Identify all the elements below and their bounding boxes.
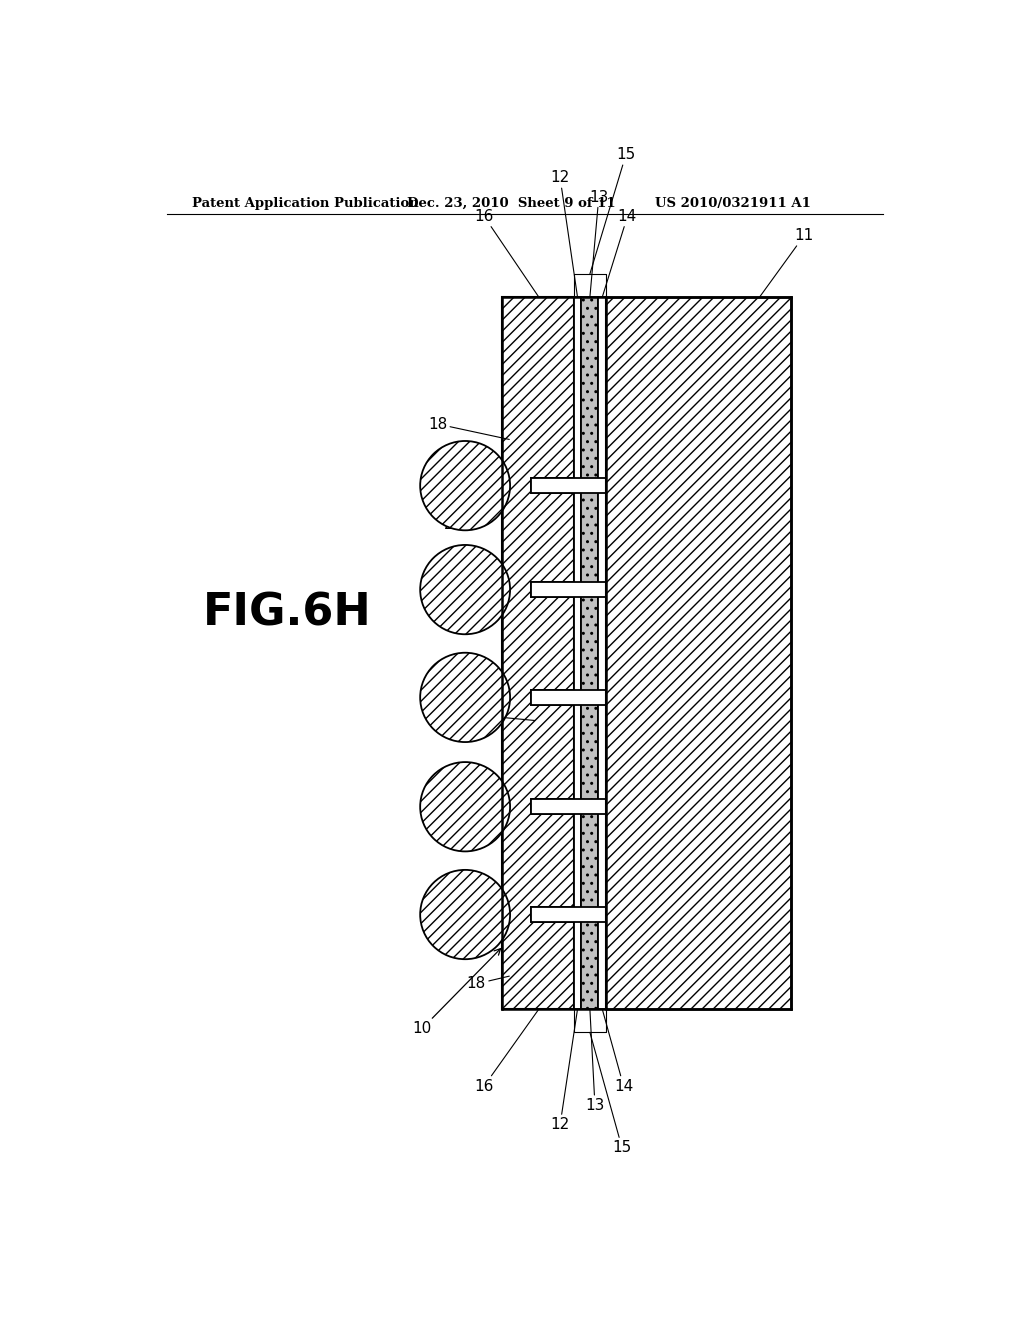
Bar: [531, 582, 606, 598]
Text: 18: 18: [467, 977, 509, 991]
Bar: [531, 907, 573, 923]
Text: 11: 11: [760, 228, 814, 297]
Bar: [573, 297, 582, 1010]
Text: Patent Application Publication: Patent Application Publication: [193, 197, 419, 210]
Circle shape: [420, 441, 510, 531]
Circle shape: [420, 653, 510, 742]
Text: 21: 21: [439, 558, 506, 590]
Bar: [531, 690, 606, 705]
Bar: [582, 297, 598, 1010]
Text: 12: 12: [551, 1010, 578, 1133]
Text: 20: 20: [443, 502, 506, 532]
Text: 16: 16: [474, 1010, 539, 1093]
Text: 13: 13: [589, 190, 608, 297]
Text: 15: 15: [590, 1032, 632, 1155]
Text: 15: 15: [590, 148, 636, 275]
Bar: [531, 907, 606, 923]
Bar: [502, 297, 573, 1010]
Text: 16: 16: [443, 705, 535, 721]
Text: 14: 14: [602, 1010, 633, 1093]
Bar: [531, 478, 573, 494]
Text: FIG.6H: FIG.6H: [203, 591, 372, 634]
Circle shape: [420, 870, 510, 960]
Text: 16: 16: [474, 209, 539, 297]
Bar: [531, 582, 573, 598]
Text: 13: 13: [586, 1010, 604, 1113]
Text: US 2010/0321911 A1: US 2010/0321911 A1: [655, 197, 811, 210]
Text: 14: 14: [602, 209, 637, 297]
Bar: [531, 799, 606, 814]
Bar: [598, 297, 606, 1010]
Bar: [531, 799, 573, 814]
Circle shape: [420, 762, 510, 851]
Text: 10: 10: [413, 949, 501, 1036]
Bar: [531, 478, 606, 494]
Text: 12: 12: [551, 170, 578, 297]
Bar: [531, 690, 573, 705]
Bar: [606, 297, 791, 1010]
Circle shape: [420, 545, 510, 635]
Text: Dec. 23, 2010  Sheet 9 of 11: Dec. 23, 2010 Sheet 9 of 11: [407, 197, 615, 210]
Text: 18: 18: [428, 417, 509, 440]
